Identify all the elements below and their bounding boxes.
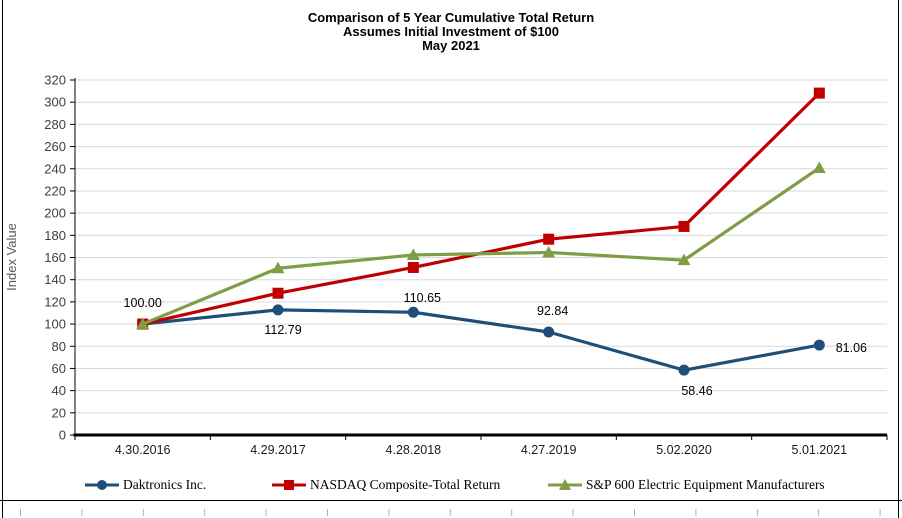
svg-text:140: 140 (44, 272, 66, 287)
legend-label-nasdaq: NASDAQ Composite-Total Return (310, 477, 501, 492)
svg-text:200: 200 (44, 206, 66, 221)
legend-item-daktronics: Daktronics Inc. (85, 477, 206, 493)
y-axis-title: Index Value (4, 223, 19, 291)
svg-text:260: 260 (44, 139, 66, 154)
legend-label-sp600: S&P 600 Electric Equipment Manufacturers (586, 477, 825, 492)
svg-text:4.30.2016: 4.30.2016 (115, 443, 171, 457)
svg-text:300: 300 (44, 95, 66, 110)
line-square-marker-icon (272, 480, 306, 490)
svg-text:240: 240 (44, 161, 66, 176)
x-axis: 4.30.2016 4.29.2017 4.28.2018 4.27.2019 5.02… (73, 433, 888, 457)
svg-text:4.28.2018: 4.28.2018 (386, 443, 442, 457)
bottom-ruler-ticks (20, 509, 881, 516)
svg-text:4.27.2019: 4.27.2019 (521, 443, 577, 457)
svg-text:180: 180 (44, 228, 66, 243)
line-triangle-marker-icon (548, 479, 582, 490)
svg-text:80: 80 (52, 339, 66, 354)
chart-title: Comparison of 5 Year Cumulative Total Re… (0, 11, 902, 53)
svg-text:81.06: 81.06 (836, 341, 867, 355)
line-circle-marker-icon (85, 480, 119, 490)
legend-item-nasdaq: NASDAQ Composite-Total Return (272, 477, 500, 493)
svg-text:120: 120 (44, 294, 66, 309)
svg-text:220: 220 (44, 183, 66, 198)
svg-text:112.79: 112.79 (264, 323, 301, 337)
svg-text:100: 100 (44, 317, 66, 332)
svg-text:0: 0 (59, 428, 66, 443)
svg-text:20: 20 (52, 405, 66, 420)
svg-text:58.46: 58.46 (681, 384, 712, 398)
series-lines (136, 87, 826, 376)
svg-text:110.65: 110.65 (404, 291, 441, 305)
svg-text:5.01.2021: 5.01.2021 (792, 443, 848, 457)
svg-text:60: 60 (52, 361, 66, 376)
legend-item-sp600: S&P 600 Electric Equipment Manufacturers (548, 477, 825, 493)
svg-text:5.02.2020: 5.02.2020 (656, 443, 712, 457)
y-axis: 0 20 40 60 80 100 120 140 160 180 200 220 240 260 280 3… (44, 73, 76, 443)
chart-title-line3: May 2021 (422, 38, 480, 53)
svg-text:100.00: 100.00 (124, 296, 162, 310)
svg-text:160: 160 (44, 250, 66, 265)
data-labels: 100.00 112.79 110.65 92.84 58.46 81.06 (124, 291, 867, 398)
chart-title-line1: Comparison of 5 Year Cumulative Total Re… (307, 10, 595, 25)
svg-text:4.29.2017: 4.29.2017 (250, 443, 306, 457)
svg-text:320: 320 (44, 73, 66, 88)
chart-title-line2: Assumes Initial Investment of $100 (342, 24, 560, 39)
svg-text:40: 40 (52, 383, 66, 398)
legend-label-daktronics: Daktronics Inc. (123, 477, 207, 492)
svg-text:92.84: 92.84 (537, 304, 568, 318)
svg-text:280: 280 (44, 117, 66, 132)
gridlines (75, 79, 887, 414)
